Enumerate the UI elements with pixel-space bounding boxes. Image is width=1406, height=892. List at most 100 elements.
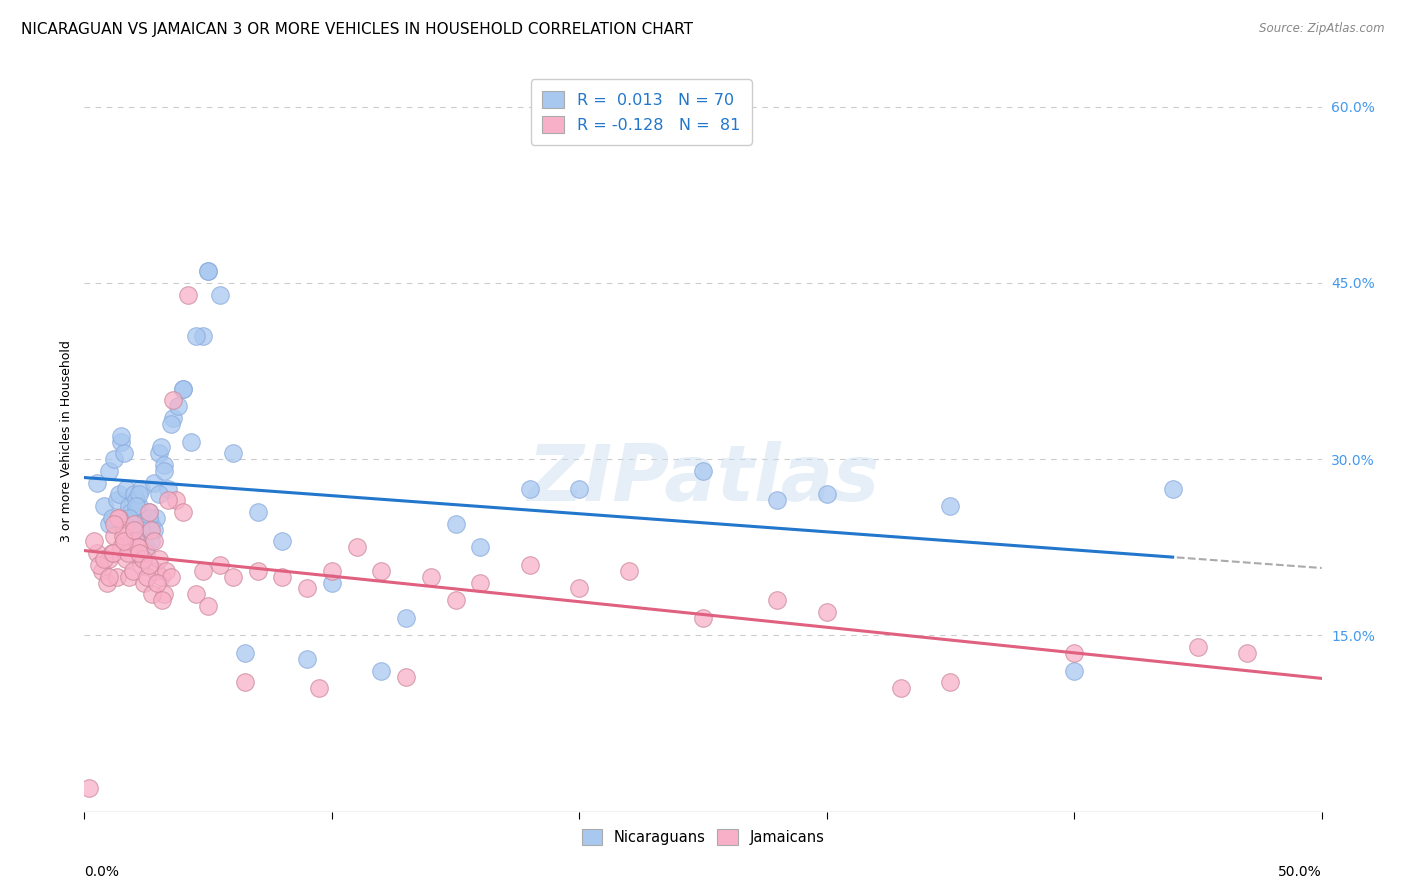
Point xyxy=(209,287,232,301)
Point xyxy=(100,546,122,560)
Point xyxy=(142,534,165,549)
Point xyxy=(519,482,541,496)
Point xyxy=(1161,482,1184,496)
Point xyxy=(125,493,148,508)
Point xyxy=(148,446,170,460)
Point xyxy=(138,505,160,519)
Point xyxy=(150,570,173,584)
Point xyxy=(120,505,142,519)
Point xyxy=(117,546,139,560)
Point xyxy=(1187,640,1209,655)
Point xyxy=(129,482,152,496)
Point xyxy=(444,516,467,531)
Point xyxy=(129,558,152,572)
Point xyxy=(295,582,318,596)
Point xyxy=(246,505,269,519)
Point xyxy=(152,587,174,601)
Point xyxy=(146,575,169,590)
Point xyxy=(108,487,131,501)
Point xyxy=(150,593,173,607)
Point xyxy=(142,523,165,537)
Point xyxy=(155,564,177,578)
Point xyxy=(148,487,170,501)
Point xyxy=(122,523,145,537)
Legend: Nicaraguans, Jamaicans: Nicaraguans, Jamaicans xyxy=(575,822,831,853)
Point xyxy=(118,511,141,525)
Point xyxy=(110,428,132,442)
Point xyxy=(172,382,194,396)
Point xyxy=(172,505,194,519)
Point xyxy=(766,593,789,607)
Point xyxy=(86,475,108,490)
Point xyxy=(444,593,467,607)
Point xyxy=(150,441,173,455)
Text: Source: ZipAtlas.com: Source: ZipAtlas.com xyxy=(1260,22,1385,36)
Point xyxy=(370,664,392,678)
Point xyxy=(96,575,118,590)
Point xyxy=(470,575,492,590)
Point xyxy=(177,287,200,301)
Point xyxy=(346,541,368,555)
Point xyxy=(122,487,145,501)
Point xyxy=(271,534,294,549)
Point xyxy=(162,393,184,408)
Point xyxy=(152,458,174,472)
Point xyxy=(766,493,789,508)
Point xyxy=(157,493,180,508)
Point xyxy=(191,328,214,343)
Point xyxy=(105,493,128,508)
Point xyxy=(128,541,150,555)
Text: ZIPatlas: ZIPatlas xyxy=(527,441,879,516)
Point xyxy=(370,564,392,578)
Point xyxy=(233,646,256,660)
Point xyxy=(617,564,640,578)
Point xyxy=(125,499,148,513)
Point xyxy=(939,675,962,690)
Point xyxy=(129,523,152,537)
Point xyxy=(167,399,190,413)
Point xyxy=(107,511,129,525)
Point xyxy=(135,546,157,560)
Point xyxy=(131,552,153,566)
Point xyxy=(308,681,330,696)
Point xyxy=(132,575,155,590)
Point xyxy=(184,328,207,343)
Point xyxy=(890,681,912,696)
Point xyxy=(197,264,219,278)
Point xyxy=(132,528,155,542)
Point xyxy=(160,570,183,584)
Point xyxy=(222,446,245,460)
Point xyxy=(115,482,138,496)
Point xyxy=(110,541,132,555)
Point xyxy=(122,516,145,531)
Point xyxy=(568,482,591,496)
Point xyxy=(105,570,128,584)
Y-axis label: 3 or more Vehicles in Household: 3 or more Vehicles in Household xyxy=(60,341,73,542)
Point xyxy=(90,564,112,578)
Point xyxy=(209,558,232,572)
Point xyxy=(127,541,149,555)
Point xyxy=(120,534,142,549)
Point xyxy=(98,464,121,478)
Point xyxy=(112,534,135,549)
Point xyxy=(141,523,163,537)
Point xyxy=(148,552,170,566)
Point xyxy=(135,541,157,555)
Point xyxy=(222,570,245,584)
Point xyxy=(295,652,318,666)
Point xyxy=(180,434,202,449)
Point xyxy=(321,564,343,578)
Point xyxy=(112,523,135,537)
Point xyxy=(93,499,115,513)
Point xyxy=(145,511,167,525)
Point xyxy=(141,534,163,549)
Point xyxy=(125,505,148,519)
Point xyxy=(141,516,163,531)
Point xyxy=(815,605,838,619)
Point xyxy=(138,505,160,519)
Point xyxy=(108,511,131,525)
Point xyxy=(136,570,159,584)
Point xyxy=(1236,646,1258,660)
Point xyxy=(145,564,167,578)
Point xyxy=(141,587,163,601)
